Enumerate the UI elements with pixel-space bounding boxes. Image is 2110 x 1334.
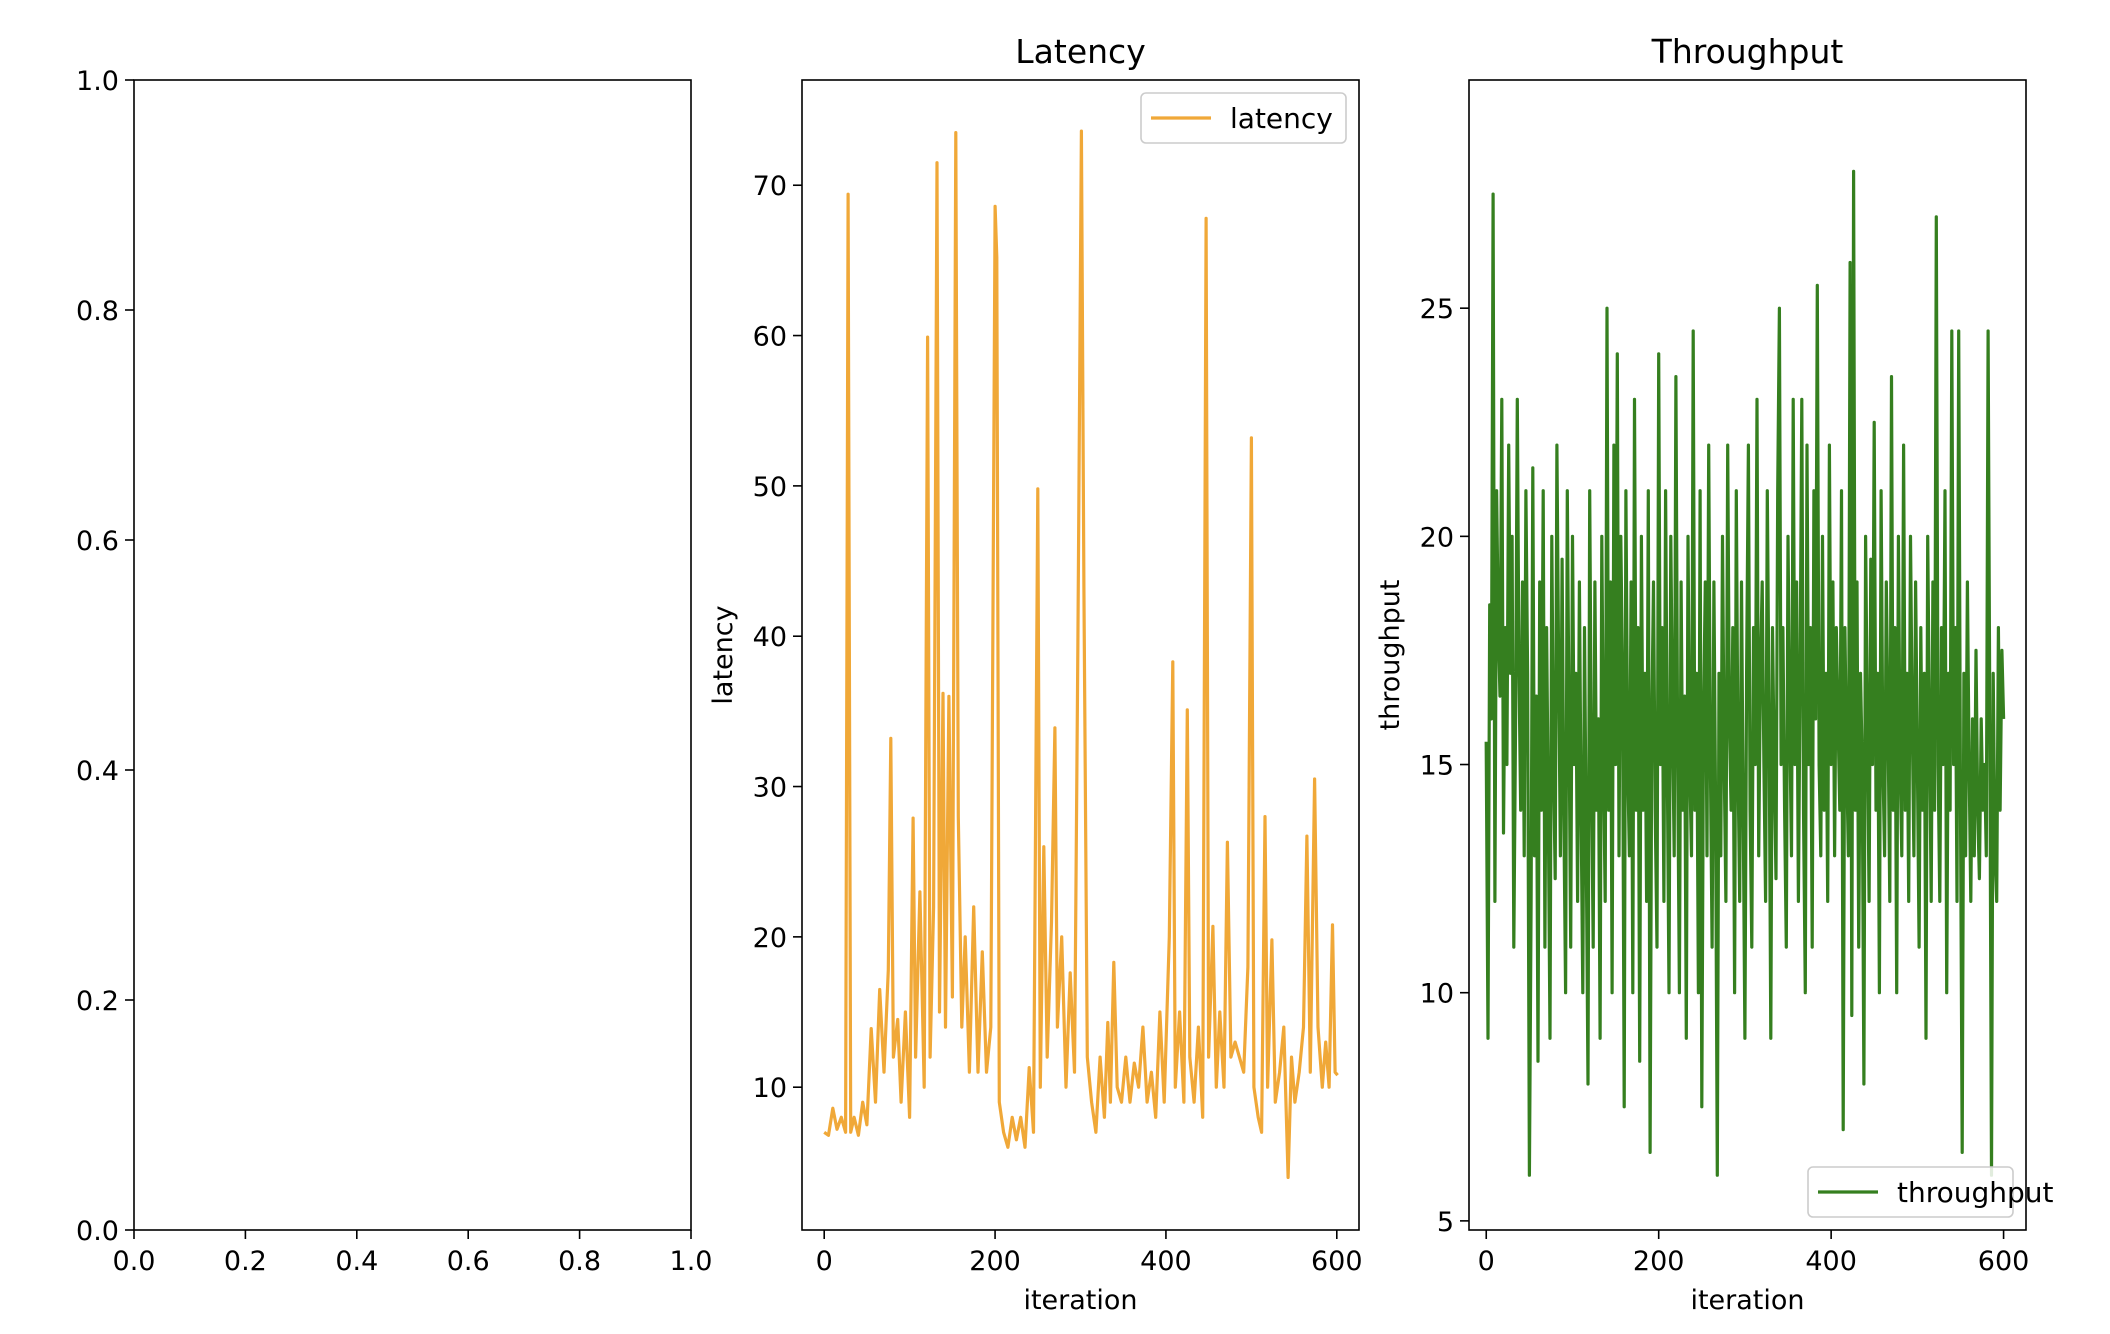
y-tick-label: 10: [1420, 979, 1454, 1010]
y-tick-label: 10: [753, 1073, 787, 1104]
chart-title: Throughput: [1651, 32, 1844, 71]
axes-frame: [1468, 79, 2027, 1231]
y-tick-label: 0.2: [76, 986, 119, 1017]
y-tick-label: 20: [753, 923, 787, 954]
legend-box: [1807, 1166, 2014, 1218]
x-tick-label: 200: [969, 1246, 1021, 1277]
y-tick-label: 1.0: [76, 66, 119, 97]
y-tick-label: 50: [753, 472, 787, 503]
y-tick-label: 25: [1420, 294, 1454, 325]
y-tick-label: 30: [753, 773, 787, 804]
y-tick-label: 60: [753, 322, 787, 353]
y-tick-label: 0.6: [76, 526, 119, 557]
y-tick-label: 70: [753, 171, 787, 202]
x-tick-label: 400: [1805, 1246, 1857, 1277]
x-tick-label: 600: [1978, 1246, 2030, 1277]
y-tick-label: 0.0: [76, 1216, 119, 1247]
legend-label: latency: [1230, 102, 1333, 135]
y-axis-label: throughput: [1375, 580, 1406, 731]
x-tick-label: 0.6: [447, 1246, 490, 1277]
x-axis-label: iteration: [1690, 1285, 1804, 1316]
x-tick-label: 0.2: [224, 1246, 267, 1277]
x-tick-label: 1.0: [670, 1246, 713, 1277]
y-tick-label: 20: [1420, 522, 1454, 553]
series-line-throughput: [1484, 169, 2006, 1177]
x-tick-label: 0.4: [335, 1246, 378, 1277]
chart-title: Latency: [1015, 32, 1145, 71]
x-tick-label: 0.8: [558, 1246, 601, 1277]
legend-box: [1140, 92, 1347, 144]
series-line-latency: [823, 129, 1339, 1179]
legend-label: throughput: [1897, 1176, 2054, 1209]
y-tick-label: 40: [753, 622, 787, 653]
subplot-3: 0 200 400 600 5 10 15 20 25 Throughput iteration th…: [1375, 32, 2054, 1316]
y-tick-label: 0.4: [76, 756, 119, 787]
x-tick-label: 0.0: [113, 1246, 156, 1277]
y-tick-label: 5: [1437, 1207, 1454, 1238]
x-axis-label: iteration: [1023, 1285, 1137, 1316]
x-tick-label: 400: [1140, 1246, 1192, 1277]
legend: latency: [1140, 92, 1347, 144]
axes-frame: [801, 79, 1360, 1231]
y-axis-label: latency: [708, 605, 739, 704]
x-tick-label: 600: [1311, 1246, 1363, 1277]
subplot-1: 0.0 0.2 0.4 0.6 0.8 1.0 0.0 0.2 0.4 0.6 0.8 1.0: [76, 66, 712, 1277]
x-tick-label: 0: [816, 1246, 833, 1277]
y-tick-label: 15: [1420, 751, 1454, 782]
axes-frame: [133, 79, 692, 1231]
legend: throughput: [1807, 1166, 2054, 1218]
subplot-2: 0 200 400 600 10 20 30 40 50 60 70 Latency iteration…: [708, 32, 1363, 1316]
x-tick-label: 0: [1478, 1246, 1495, 1277]
x-tick-label: 200: [1633, 1246, 1685, 1277]
y-tick-label: 0.8: [76, 296, 119, 327]
